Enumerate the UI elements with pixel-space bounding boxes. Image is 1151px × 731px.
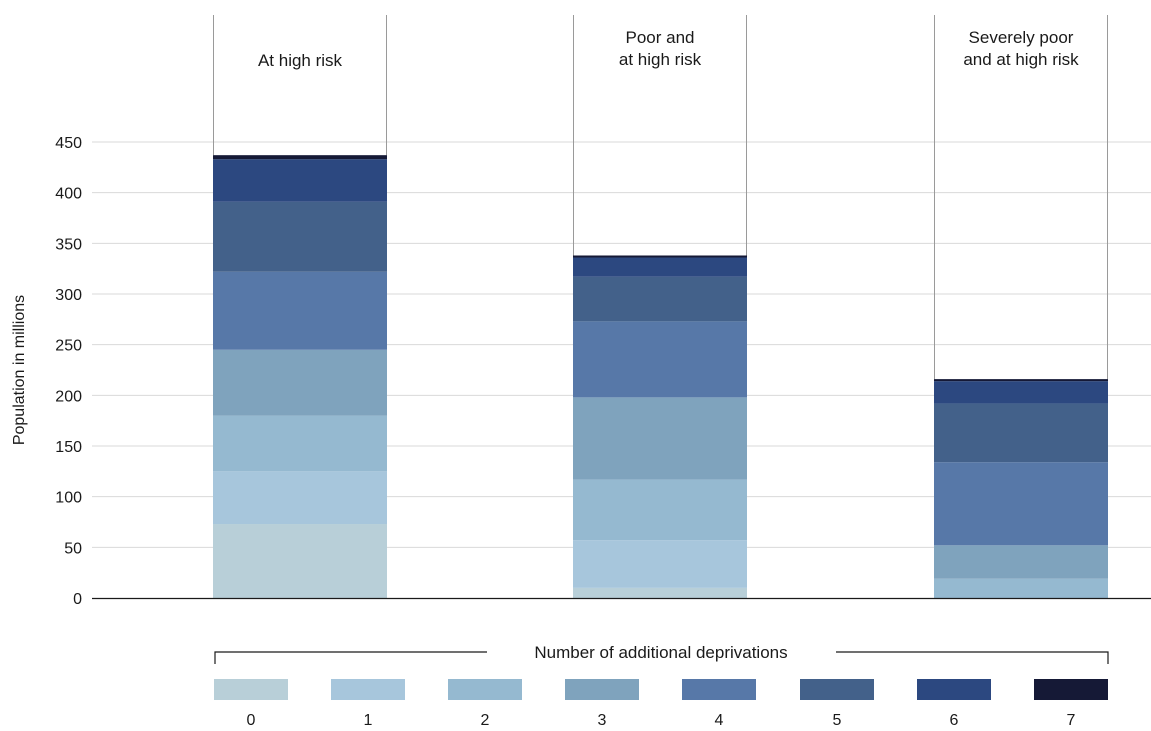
- bar-segment: [573, 276, 747, 322]
- y-tick-label: 100: [55, 490, 82, 507]
- bar-segment: [573, 587, 747, 598]
- bar-segment: [213, 471, 387, 525]
- bar-segment: [213, 524, 387, 598]
- legend-swatch: [800, 679, 874, 700]
- bar-segment: [573, 321, 747, 398]
- legend-label: 1: [364, 712, 373, 729]
- y-axis: 0 50 100 150 200 250 300 350 400 450: [55, 135, 82, 608]
- legend-swatch: [448, 679, 522, 700]
- bar-segment: [213, 271, 387, 350]
- bar-segment: [573, 397, 747, 480]
- legend-label: 4: [715, 712, 724, 729]
- bar-segment: [213, 155, 387, 160]
- legend-swatch: [214, 679, 288, 700]
- bar-segment: [573, 255, 747, 258]
- legend-label: 7: [1067, 712, 1076, 729]
- bars: [213, 15, 1108, 598]
- bar-segment: [934, 545, 1108, 579]
- y-tick-label: 400: [55, 186, 82, 203]
- bar-segment: [213, 159, 387, 202]
- legend-label: 6: [950, 712, 959, 729]
- bar-segment: [934, 403, 1108, 463]
- category-label: At high risk: [258, 51, 343, 70]
- category-labels: At high risk Poor and at high risk Severely…: [258, 28, 1079, 70]
- bar-segment: [213, 349, 387, 416]
- legend-items: 0 1 2 3 4 5 6 7: [214, 679, 1108, 729]
- bar-segment: [934, 578, 1108, 598]
- legend-title: Number of additional deprivations: [534, 643, 787, 662]
- legend-swatch: [331, 679, 405, 700]
- y-tick-label: 0: [73, 591, 82, 608]
- legend-bracket: [214, 651, 1109, 664]
- legend-swatch: [1034, 679, 1108, 700]
- bar-segment: [213, 201, 387, 272]
- y-axis-label: Population in millions: [11, 295, 28, 445]
- legend-label: 2: [481, 712, 490, 729]
- y-tick-label: 450: [55, 135, 82, 152]
- legend-label: 3: [598, 712, 607, 729]
- y-tick-label: 50: [64, 540, 82, 557]
- legend-swatch: [682, 679, 756, 700]
- category-label: Severely poor and at high risk: [963, 28, 1079, 69]
- y-tick-label: 350: [55, 236, 82, 253]
- bar-segment: [573, 479, 747, 541]
- bar-segment: [934, 379, 1108, 382]
- legend-label: 0: [247, 712, 256, 729]
- y-tick-label: 150: [55, 439, 82, 456]
- legend-label: 5: [833, 712, 842, 729]
- bar-segment: [213, 415, 387, 472]
- legend-swatch: [565, 679, 639, 700]
- bar-segment: [573, 257, 747, 277]
- legend-swatch: [917, 679, 991, 700]
- bar-segment: [934, 462, 1108, 546]
- y-tick-label: 250: [55, 338, 82, 355]
- bar-segment: [573, 540, 747, 588]
- legend: Number of additional deprivations 0 1 2 3 4 5…: [214, 643, 1109, 729]
- category-label: Poor and at high risk: [619, 28, 702, 69]
- y-tick-label: 300: [55, 287, 82, 304]
- y-tick-label: 200: [55, 388, 82, 405]
- bar-segment: [934, 381, 1108, 404]
